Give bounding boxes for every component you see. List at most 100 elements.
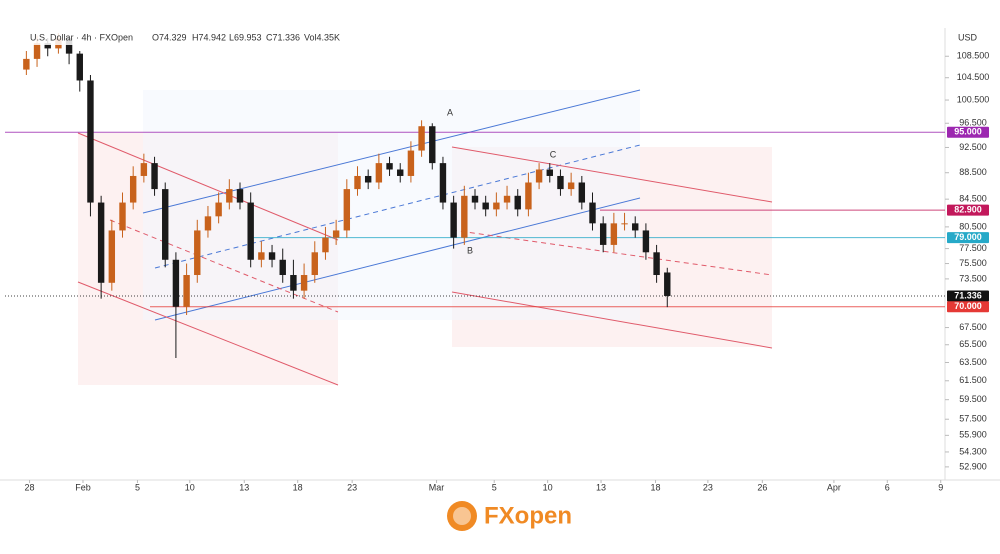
candle-body <box>450 202 457 238</box>
level-badge <box>947 126 989 138</box>
header-title: U.S. Dollar · 4h · FXOpen <box>30 32 133 42</box>
level-label: 70.000 <box>954 301 982 311</box>
x-tick-label: 23 <box>347 482 357 492</box>
candle-body <box>140 163 148 176</box>
candle-body <box>632 223 639 231</box>
channel-line <box>77 281 339 386</box>
channel-line <box>142 89 641 214</box>
candle-body <box>407 150 415 176</box>
candle-body <box>461 195 468 238</box>
x-tick-label: 13 <box>596 482 606 492</box>
candle-body <box>375 163 383 183</box>
candle-body <box>471 195 479 203</box>
x-tick-label: 18 <box>293 482 303 492</box>
candle-body <box>364 175 372 183</box>
x-tick-label: Mar <box>429 482 445 492</box>
candle-body <box>429 126 436 164</box>
candle-body <box>236 189 244 203</box>
level-badge <box>947 301 989 313</box>
header: U.S. Dollar · 4h · FXOpen O74.329 H74.94… <box>6 31 346 45</box>
level-label: 95.000 <box>954 127 982 137</box>
candle-body <box>300 275 308 291</box>
ohlc: Vol4.35K <box>304 32 340 42</box>
y-tick-label: 77.500 <box>959 243 987 253</box>
candle-body <box>397 169 404 176</box>
level-label: 71.336 <box>954 290 982 300</box>
y-tick-label: 92.500 <box>959 142 987 152</box>
y-tick-label: 80.500 <box>959 221 987 231</box>
candle-body <box>194 230 201 276</box>
candle-body <box>23 58 30 70</box>
x-tick-label: 5 <box>135 482 140 492</box>
x-tick-label: 26 <box>757 482 767 492</box>
candle-body <box>172 259 180 307</box>
level-label: 79.000 <box>954 232 982 242</box>
candle-body <box>129 175 137 203</box>
ohlc: O74.329 <box>152 32 187 42</box>
candle-body <box>439 163 447 203</box>
y-tick-label: 52.900 <box>959 461 987 471</box>
wave-label: C <box>550 149 557 159</box>
candle-body <box>535 169 543 183</box>
y-tick-label: 75.500 <box>959 258 987 268</box>
candle-body <box>226 189 233 203</box>
y-tick-label: 55.900 <box>959 430 987 440</box>
y-tick-label: 104.500 <box>957 72 990 82</box>
level-badge <box>947 232 989 244</box>
x-tick-label: 6 <box>885 482 890 492</box>
candle-body <box>108 230 116 283</box>
y-tick-label: 67.500 <box>959 322 987 332</box>
header-bg <box>6 31 346 45</box>
y-tick-label: 73.500 <box>959 273 987 283</box>
candle-body <box>493 202 500 210</box>
candle-body <box>621 223 628 225</box>
candle-body <box>215 202 222 217</box>
candle-body <box>247 202 254 260</box>
candle-body <box>97 202 105 283</box>
y-tick-label: 88.500 <box>959 167 987 177</box>
x-tick-label: 13 <box>239 482 249 492</box>
y-tick-label: 59.500 <box>959 394 987 404</box>
candle-body <box>65 38 73 54</box>
candle-body <box>204 216 212 231</box>
candle-body <box>76 53 83 81</box>
channel-line <box>77 132 339 241</box>
ohlc: C71.336 <box>266 32 300 42</box>
ohlc: L69.953 <box>229 32 262 42</box>
y-tick-label: 61.500 <box>959 375 987 385</box>
y-tick-label: 54.300 <box>959 446 987 456</box>
candle-body <box>482 202 489 210</box>
x-tick-label: 10 <box>185 482 195 492</box>
x-tick-label: 9 <box>938 482 943 492</box>
candle-body <box>322 237 329 253</box>
y-tick-label: 108.500 <box>957 51 990 61</box>
logo-text: FXopen <box>484 502 572 529</box>
level-label: 82.900 <box>954 204 982 214</box>
candle-body <box>525 182 532 210</box>
channel-line <box>451 291 773 349</box>
level-badge <box>947 290 989 302</box>
candle-body <box>119 202 126 231</box>
y-tick-label: 57.500 <box>959 414 987 424</box>
candle-body <box>311 252 318 276</box>
channel-mid <box>109 219 339 313</box>
x-tick-label: 23 <box>703 482 713 492</box>
candle-body <box>610 223 618 245</box>
candle-body <box>87 80 94 203</box>
candle-body <box>279 259 286 276</box>
candle-body <box>151 163 158 190</box>
y-tick-label: 100.500 <box>957 94 990 104</box>
candle-body <box>386 163 393 170</box>
candle-body <box>546 169 553 176</box>
candle-body <box>290 275 297 291</box>
candle-body <box>653 252 660 276</box>
candle-body <box>557 175 564 190</box>
currency: USD <box>958 32 978 42</box>
candle-body <box>354 175 361 190</box>
shade <box>143 90 640 320</box>
candle-body <box>567 182 575 190</box>
wave-label: B <box>467 245 473 255</box>
candle-body <box>503 195 511 203</box>
candle-body <box>514 195 521 210</box>
